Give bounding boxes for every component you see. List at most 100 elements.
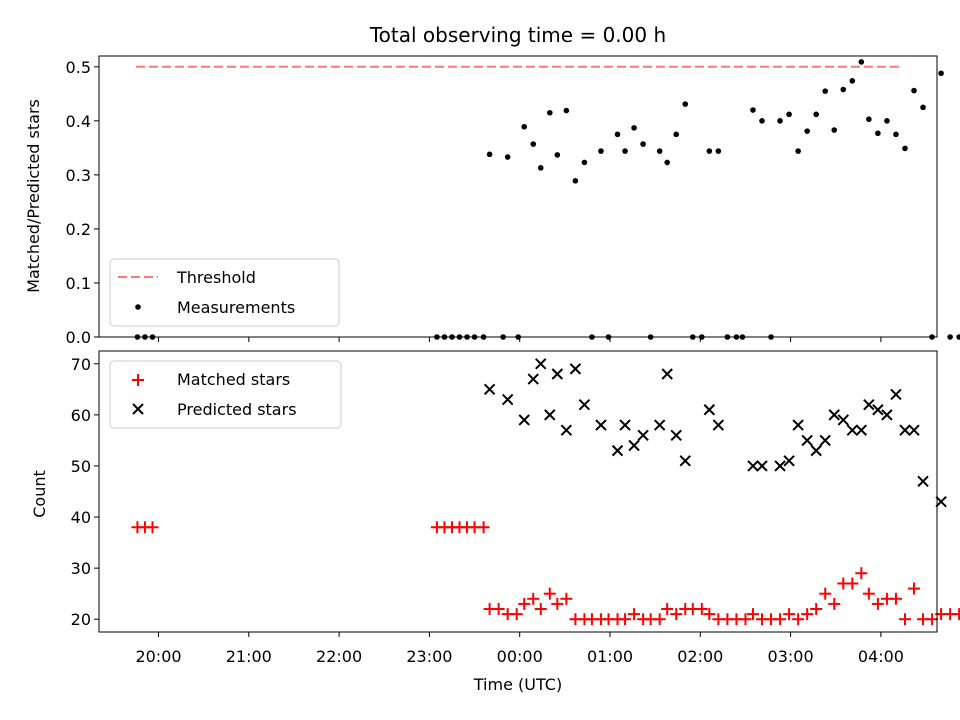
matched-star-point	[543, 587, 556, 600]
predicted-star-point	[837, 414, 849, 426]
measurement-point	[682, 101, 689, 107]
bottom-x-tick-label: 22:00	[316, 647, 362, 666]
matched-star-point	[670, 608, 683, 621]
bottom-plot-frame	[98, 350, 938, 633]
measurement-point	[893, 131, 899, 138]
measurement-point	[956, 334, 960, 340]
predicted-star-point	[527, 373, 539, 385]
bottom-y-tick-label: 40	[71, 508, 91, 527]
matched-star-point	[746, 608, 759, 621]
matched-star-point	[810, 603, 823, 616]
bottom-y-axis-label: Count	[30, 470, 49, 518]
matched-star-point	[953, 608, 960, 621]
matched-star-point	[898, 613, 911, 626]
measurement-point	[831, 127, 838, 133]
predicted-star-point	[819, 434, 831, 447]
measurement-point	[706, 148, 713, 154]
bottom-legend-box	[109, 360, 342, 429]
matched-star-point	[871, 597, 884, 610]
measurement-point	[486, 151, 493, 158]
top-plot-frame	[98, 55, 938, 338]
measurement-point	[822, 88, 829, 94]
top-y-tick-label: 0.2	[66, 220, 91, 239]
matched-star-point	[783, 608, 796, 621]
bottom-y-ticks: 20 30 40 50 60 70	[71, 355, 99, 629]
predicted-star-point	[595, 419, 607, 431]
predicted-star-point	[756, 460, 768, 472]
bottom-y-tick-label: 20	[71, 610, 91, 629]
measurement-point	[563, 107, 570, 114]
predicted-star-point	[560, 424, 573, 436]
predicted-star-point	[578, 398, 591, 411]
top-y-tick-label: 0.0	[66, 328, 91, 347]
matched-star-point	[661, 603, 674, 616]
predicted-star-point	[890, 388, 902, 401]
predicted-star-point	[774, 460, 786, 472]
matched-star-point	[527, 592, 540, 605]
top-panel: Total observing time = 0.00 h 0.00.10.20…	[24, 23, 960, 347]
matched-star-point	[518, 597, 531, 610]
measurement-point	[598, 148, 604, 154]
measurement-point	[813, 111, 819, 118]
predicted-star-point	[551, 368, 564, 380]
top-y-tick-label: 0.1	[66, 274, 91, 293]
matched-star-point	[653, 613, 666, 626]
matched-star-point	[510, 608, 523, 621]
bottom-x-ticks: 20:00 21:00 22:00 23:00 00:00 01:00 02:00 03:00…	[135, 632, 904, 666]
x-axis-label: Time (UTC)	[473, 675, 562, 694]
measurement-point	[938, 70, 944, 77]
predicted-star-point	[712, 419, 725, 431]
predicted-star-point	[703, 404, 716, 416]
measurement-point	[581, 159, 588, 166]
predicted-star-point	[935, 496, 947, 508]
measurement-point	[530, 141, 537, 147]
matched-star-point	[862, 587, 875, 600]
predicted-star-point	[899, 424, 911, 436]
measurement-point	[884, 118, 890, 124]
legend-measurements-label: Measurements	[177, 298, 295, 317]
predicted-star-point	[917, 475, 929, 487]
predicted-star-point	[535, 358, 547, 370]
matched-star-point	[926, 613, 939, 626]
predicted-star-point	[544, 409, 556, 421]
matched-star-point	[560, 592, 573, 605]
matched-star-point	[534, 603, 547, 616]
measurement-point	[786, 111, 792, 118]
measurement-point	[631, 125, 637, 131]
bottom-x-tick-label: 02:00	[677, 647, 723, 666]
predicted-star-point	[637, 429, 649, 442]
bottom-x-tick-label: 20:00	[135, 647, 181, 666]
measurement-point	[804, 128, 810, 134]
predicted-star-point	[569, 363, 582, 375]
measurement-point	[920, 104, 926, 111]
predicted-star-point	[855, 424, 868, 436]
top-legend: Threshold Measurements	[109, 258, 340, 327]
matched-star-point	[855, 567, 868, 580]
measurement-point	[504, 154, 511, 160]
matched-star-point	[846, 577, 859, 590]
predicted-star-point	[863, 398, 875, 411]
predicted-star-point	[611, 444, 624, 457]
predicted-star-point	[501, 393, 514, 406]
matched-star-point	[695, 603, 708, 616]
measurement-point	[664, 159, 670, 166]
predicted-star-point	[872, 404, 884, 416]
matched-star-point	[819, 587, 832, 600]
matched-star-point	[792, 613, 805, 626]
legend-matched-label: Matched stars	[177, 370, 290, 389]
predicted-star-point	[518, 414, 530, 426]
legend-matched-swatch	[132, 374, 144, 386]
bottom-x-tick-label: 04:00	[858, 647, 904, 666]
top-y-tick-label: 0.4	[66, 112, 91, 131]
measurement-point	[537, 165, 544, 171]
bottom-legend: Matched stars Predicted stars	[109, 360, 342, 429]
bottom-x-tick-label: 21:00	[226, 647, 272, 666]
matched-star-point	[828, 597, 841, 610]
bottom-x-tick-label: 00:00	[497, 647, 543, 666]
matched-stars-points	[131, 521, 960, 626]
predicted-star-point	[619, 419, 631, 431]
bottom-x-tick-label: 23:00	[406, 647, 452, 666]
top-legend-box	[109, 258, 340, 327]
predicted-star-point	[783, 455, 795, 467]
